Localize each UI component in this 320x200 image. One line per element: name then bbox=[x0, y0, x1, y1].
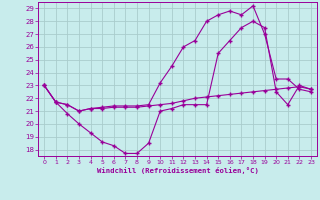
X-axis label: Windchill (Refroidissement éolien,°C): Windchill (Refroidissement éolien,°C) bbox=[97, 167, 259, 174]
